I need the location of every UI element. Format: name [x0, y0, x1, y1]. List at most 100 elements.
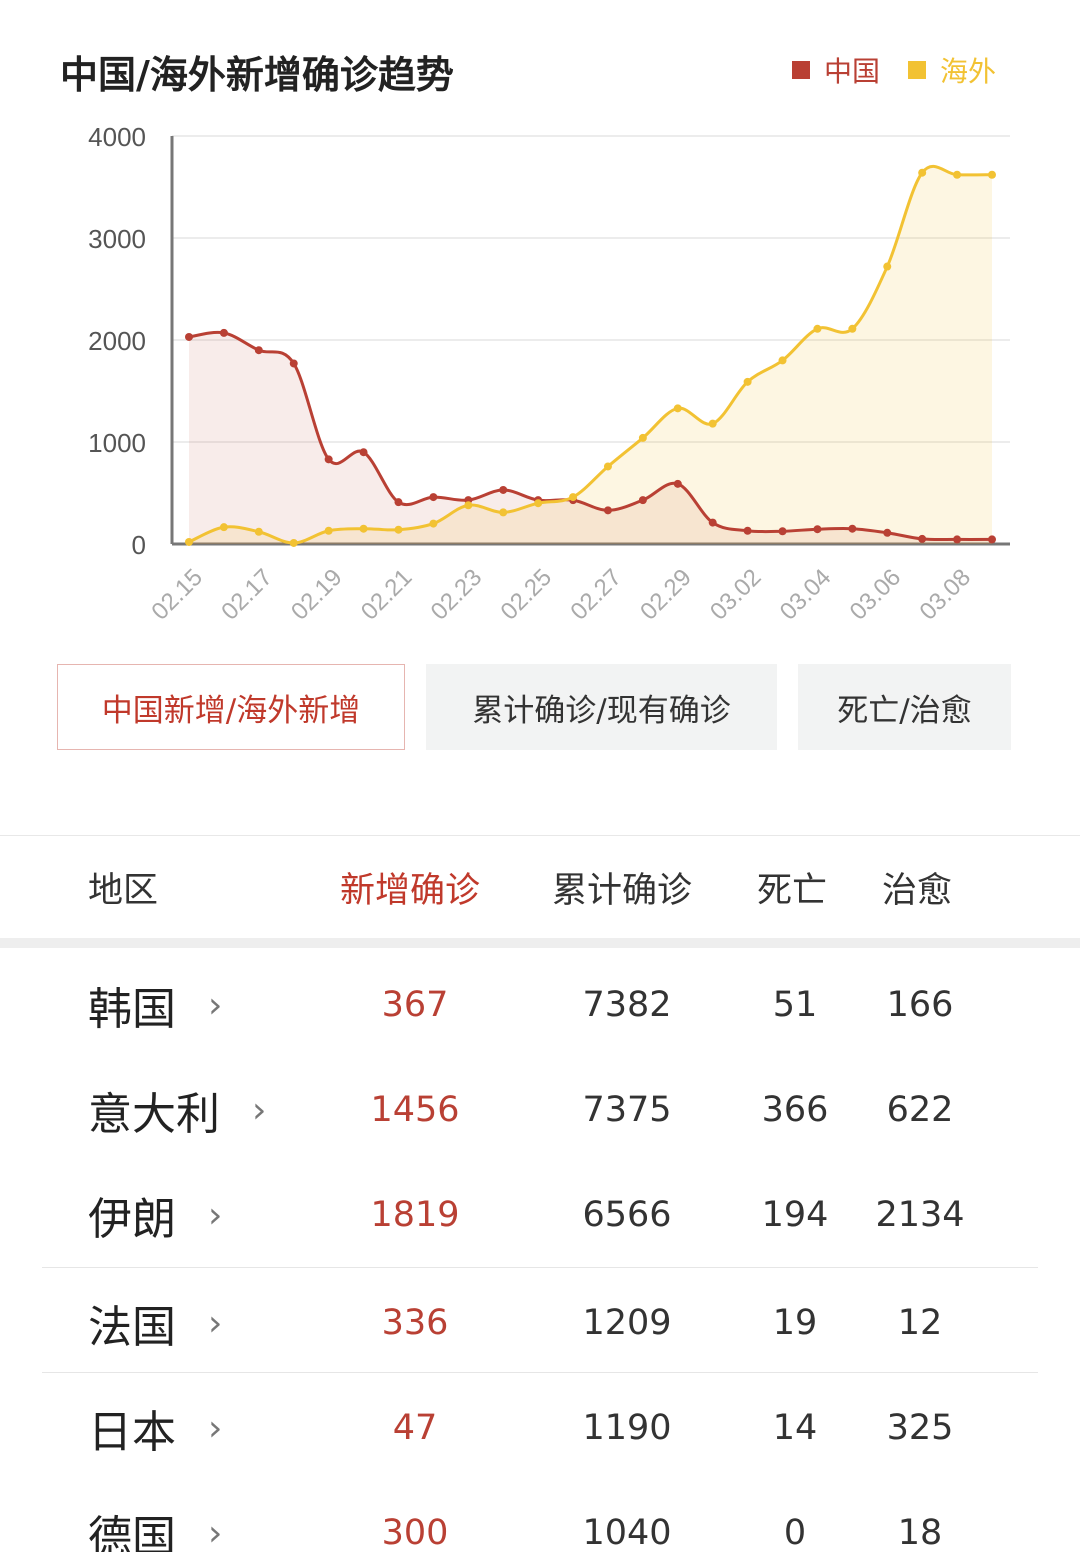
data-point — [464, 501, 473, 510]
table-row[interactable]: 韩国 › 367 7382 51 166 — [0, 953, 1080, 1057]
chart-tabs: 中国新增/海外新增 累计确诊/现有确诊 死亡/治愈 — [57, 664, 1011, 750]
header-deaths[interactable]: 死亡 — [757, 870, 828, 911]
data-point — [988, 535, 996, 544]
legend-label-china: 中国 — [823, 55, 880, 88]
table-row[interactable]: 伊朗 › 1819 6566 194 2134 — [0, 1163, 1080, 1267]
data-point — [429, 519, 438, 528]
legend-item-overseas[interactable]: 海外 — [907, 50, 996, 90]
new-confirmed-cell: 47 — [392, 1408, 438, 1448]
data-point — [813, 324, 822, 333]
region-cell: 韩国 › — [88, 953, 222, 1057]
x-tick-label: 02.19 — [286, 564, 348, 626]
data-point — [324, 526, 333, 535]
data-point — [953, 535, 962, 544]
data-point — [673, 479, 682, 488]
deaths-cell: 194 — [761, 1195, 829, 1235]
header-separator — [0, 938, 1080, 948]
y-tick-label: 2000 — [88, 326, 146, 356]
header-region[interactable]: 地区 — [88, 870, 159, 911]
header-new-confirmed[interactable]: 新增确诊 — [340, 870, 481, 911]
x-tick-label: 03.08 — [914, 564, 976, 626]
chart-legend: 中国 海外 — [791, 50, 996, 90]
deaths-cell: 19 — [772, 1303, 818, 1343]
data-point — [918, 534, 927, 543]
data-point — [289, 359, 298, 368]
chart-header: 中国/海外新增确诊趋势 中国 海外 — [60, 40, 1020, 100]
data-point — [394, 525, 403, 534]
legend-item-china[interactable]: 中国 — [791, 50, 880, 90]
series-area-0 — [189, 332, 992, 544]
region-name: 意大利 — [88, 1089, 220, 1140]
row-divider — [42, 1267, 1038, 1268]
tab-new-cases[interactable]: 中国新增/海外新增 — [57, 664, 405, 750]
chevron-right-icon: › — [208, 1407, 223, 1449]
total-confirmed-cell: 7382 — [582, 985, 672, 1025]
data-point — [743, 377, 752, 386]
y-tick-label: 4000 — [88, 122, 146, 152]
cured-cell: 18 — [897, 1513, 943, 1552]
data-point — [569, 493, 578, 502]
chevron-right-icon: › — [208, 1194, 223, 1236]
data-point — [883, 262, 892, 271]
table-row[interactable]: 日本 › 47 1190 14 325 — [0, 1376, 1080, 1480]
tab-deaths-cured[interactable]: 死亡/治愈 — [798, 664, 1011, 750]
region-cell: 伊朗 › — [88, 1163, 222, 1267]
cured-cell: 166 — [886, 985, 954, 1025]
region-cell: 日本 › — [88, 1376, 222, 1480]
data-point — [499, 508, 508, 517]
total-confirmed-cell: 1190 — [582, 1408, 672, 1448]
new-confirmed-cell: 336 — [381, 1303, 449, 1343]
table-row[interactable]: 意大利 › 1456 7375 366 622 — [0, 1058, 1080, 1162]
new-confirmed-cell: 300 — [381, 1513, 449, 1552]
data-point — [429, 493, 438, 502]
y-tick-label: 1000 — [88, 428, 146, 458]
region-name: 日本 — [88, 1407, 176, 1458]
x-tick-label: 02.23 — [426, 564, 488, 626]
data-point — [603, 506, 612, 515]
chevron-right-icon: › — [252, 1089, 267, 1131]
data-point — [219, 523, 228, 532]
tab-cumulative-cases[interactable]: 累计确诊/现有确诊 — [426, 664, 777, 750]
chevron-right-icon: › — [208, 1302, 223, 1344]
x-tick-label: 02.15 — [146, 564, 208, 626]
data-point — [778, 527, 787, 536]
x-tick-label: 02.21 — [356, 564, 418, 626]
data-point — [603, 462, 612, 471]
new-confirmed-cell: 1819 — [370, 1195, 460, 1235]
x-tick-label: 02.17 — [216, 564, 278, 626]
y-tick-label: 0 — [132, 530, 146, 560]
header-cured[interactable]: 治愈 — [882, 870, 953, 911]
table-row[interactable]: 法国 › 336 1209 19 12 — [0, 1271, 1080, 1375]
row-divider — [42, 1372, 1038, 1373]
cured-cell: 12 — [897, 1303, 943, 1343]
legend-swatch-overseas — [907, 61, 926, 79]
header-total-confirmed[interactable]: 累计确诊 — [552, 870, 693, 911]
data-point — [918, 168, 927, 177]
data-point — [499, 485, 508, 494]
total-confirmed-cell: 6566 — [582, 1195, 672, 1235]
deaths-cell: 366 — [761, 1090, 829, 1130]
region-name: 德国 — [88, 1512, 176, 1552]
region-name: 伊朗 — [88, 1194, 176, 1245]
data-point — [883, 528, 892, 537]
region-cell: 德国 › — [88, 1481, 222, 1552]
data-point — [394, 498, 403, 507]
legend-label-overseas: 海外 — [939, 55, 996, 88]
table-row[interactable]: 德国 › 300 1040 0 18 — [0, 1481, 1080, 1552]
data-point — [953, 170, 962, 179]
data-point — [638, 433, 647, 442]
legend-swatch-china — [791, 61, 810, 79]
data-point — [359, 448, 368, 457]
region-cell: 意大利 › — [88, 1058, 266, 1162]
total-confirmed-cell: 1040 — [582, 1513, 672, 1552]
cured-cell: 2134 — [875, 1195, 965, 1235]
x-tick-label: 03.04 — [775, 564, 837, 626]
data-point — [359, 524, 368, 533]
x-tick-label: 03.06 — [845, 564, 907, 626]
table-top-divider — [0, 835, 1080, 836]
data-point — [289, 538, 298, 547]
chevron-right-icon: › — [208, 1512, 223, 1552]
region-cell: 法国 › — [88, 1271, 222, 1375]
data-point — [185, 332, 193, 341]
